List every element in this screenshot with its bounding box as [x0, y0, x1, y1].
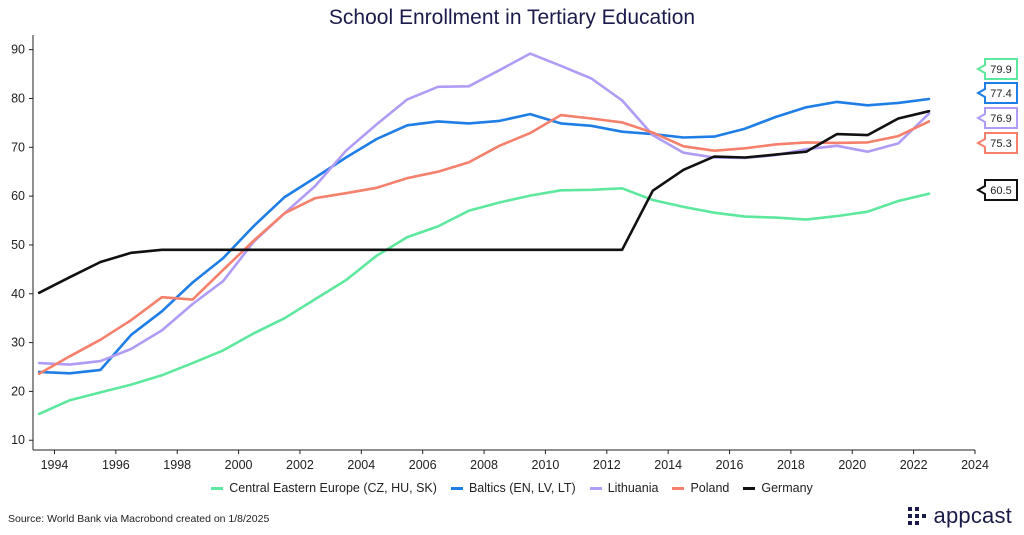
- end-value-label-1: 77.4: [975, 82, 1018, 104]
- end-value-text: 76.9: [990, 113, 1011, 125]
- y-tick-label: 70: [11, 140, 25, 154]
- end-value-label-3: 75.3: [975, 132, 1018, 154]
- y-tick-label: 90: [11, 43, 25, 57]
- chart-title: School Enrollment in Tertiary Education: [328, 6, 696, 29]
- x-tick-label: 1998: [163, 458, 191, 472]
- legend-item: Germany: [743, 481, 813, 495]
- end-value-label-0: 79.9: [975, 58, 1018, 80]
- legend-label: Germany: [761, 481, 813, 495]
- y-tick-label: 50: [11, 238, 25, 252]
- y-tick-label: 60: [11, 189, 25, 203]
- x-tick-label: 2004: [347, 458, 375, 472]
- y-tick-label: 40: [11, 287, 25, 301]
- x-tick-label: 2020: [838, 458, 866, 472]
- x-tick-label: 2000: [225, 458, 253, 472]
- line-chart: 10 20 30 40 50 60 70 80 90 1994 1996 1998 2000 2002 20…: [11, 35, 1018, 472]
- legend-swatch: [672, 486, 685, 490]
- x-tick-label: 2018: [777, 458, 805, 472]
- x-tick-label: 2022: [900, 458, 928, 472]
- x-tick-label: 2010: [532, 458, 560, 472]
- brand-name: appcast: [933, 503, 1012, 528]
- series-line-1: [37, 97, 931, 375]
- legend-swatch: [589, 486, 602, 490]
- x-tick-label: 2006: [409, 458, 437, 472]
- x-tick-label: 2002: [286, 458, 314, 472]
- appcast-mark-icon: [907, 507, 926, 525]
- legend-label: Baltics (EN, LV, LT): [468, 481, 576, 495]
- legend-swatch: [743, 486, 756, 490]
- x-tick-label: 2024: [961, 458, 989, 472]
- x-tick-label: 2016: [716, 458, 744, 472]
- brand-logo: appcast: [906, 503, 1012, 529]
- legend-swatch: [450, 486, 463, 490]
- series-line-2: [37, 52, 931, 366]
- legend-label: Poland: [690, 481, 730, 495]
- end-value-text: 79.9: [990, 64, 1011, 76]
- x-tick-label: 2012: [593, 458, 621, 472]
- end-value-text: 77.4: [990, 88, 1011, 100]
- series-line-3: [37, 113, 931, 376]
- legend-label: Central Eastern Europe (CZ, HU, SK): [229, 481, 437, 495]
- x-tick-label: 2008: [470, 458, 498, 472]
- x-tick-label: 1994: [41, 458, 69, 472]
- chart-legend: Central Eastern Europe (CZ, HU, SK) Balti…: [0, 481, 1024, 495]
- legend-item: Lithuania: [589, 481, 659, 495]
- source-note: Source: World Bank via Macrobond created…: [8, 513, 270, 525]
- legend-label: Lithuania: [607, 481, 659, 495]
- end-value-label-2: 76.9: [975, 107, 1018, 129]
- legend-item: Central Eastern Europe (CZ, HU, SK): [211, 481, 437, 495]
- y-tick-label: 20: [11, 384, 25, 398]
- end-value-text: 75.3: [990, 138, 1011, 150]
- end-value-label-4: 60.5: [975, 179, 1018, 201]
- legend-swatch: [211, 486, 224, 490]
- x-tick-label: 1996: [102, 458, 130, 472]
- y-tick-label: 10: [11, 433, 25, 447]
- legend-item: Poland: [672, 481, 729, 495]
- legend-item: Baltics (EN, LV, LT): [450, 481, 576, 495]
- x-tick-label: 2014: [654, 458, 682, 472]
- series-line-4: [37, 109, 931, 295]
- series-line-0: [37, 187, 931, 416]
- y-tick-label: 30: [11, 336, 25, 350]
- end-value-text: 60.5: [990, 185, 1011, 197]
- y-tick-label: 80: [11, 91, 25, 105]
